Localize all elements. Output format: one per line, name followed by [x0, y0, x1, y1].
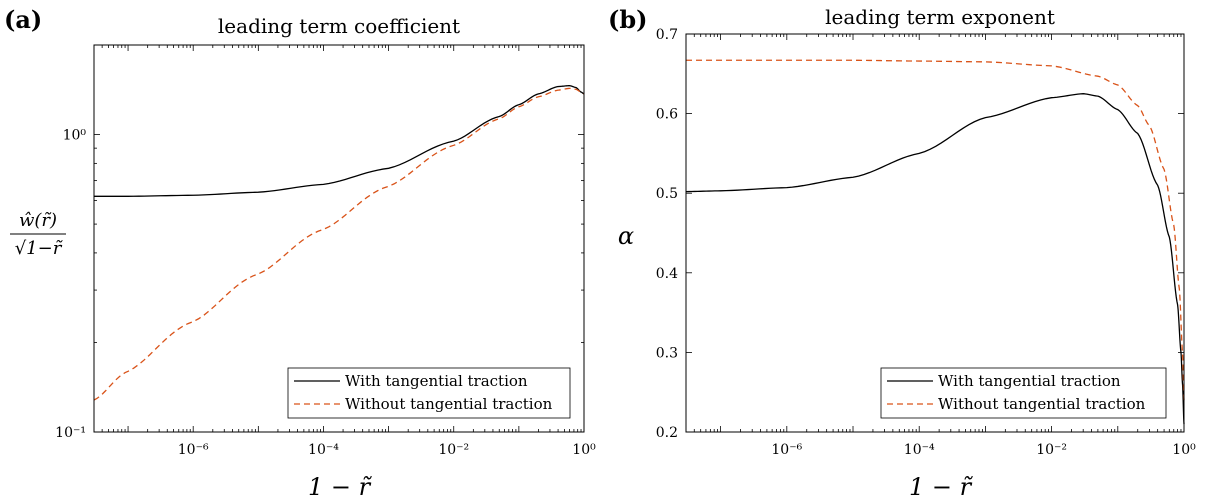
panel-a-xtick-label: 10⁻⁴ — [308, 442, 339, 458]
panel-a-ytick-label: 10⁰ — [63, 128, 87, 144]
panel-a-series-without-tangential-traction — [93, 87, 585, 401]
panel-b-series-without-tangential-traction — [686, 59, 1185, 401]
panel-b-series-with-tangential-traction — [685, 93, 1185, 425]
panel-a: (a) leading term coefficient ŵ(r̃) √1−r̃… — [4, 5, 596, 501]
panel-b-title: leading term exponent — [825, 5, 1055, 29]
panel-b-legend-label-with: With tangential traction — [938, 372, 1121, 390]
panel-a-xlabel: 1 − r̃ — [308, 473, 373, 501]
panel-b-ytick-label: 0.3 — [656, 345, 678, 361]
panel-a-tag: (a) — [4, 5, 42, 34]
panel-b-xlabel: 1 − r̃ — [909, 473, 974, 501]
panel-a-ylabel-denominator: √1−r̃ — [15, 238, 63, 259]
panel-b-xtick-label: 10⁻² — [1036, 442, 1067, 458]
panel-b-ytick-label: 0.7 — [656, 27, 678, 43]
panel-b-xtick-label: 10⁰ — [1172, 442, 1196, 458]
panel-b-xtick-label: 10⁻⁶ — [771, 442, 802, 458]
panel-a-axes — [93, 44, 585, 433]
panel-a-legend: With tangential traction Without tangent… — [287, 367, 571, 419]
panel-b-ytick-label: 0.6 — [656, 107, 678, 123]
panel-a-legend-box — [287, 367, 571, 419]
panel-b-legend-label-without: Without tangential traction — [938, 395, 1146, 413]
panel-b-ytick-label: 0.5 — [656, 186, 678, 202]
panel-b-ytick-label: 0.2 — [656, 425, 678, 441]
panel-a-ylabel-numerator: ŵ(r̃) — [19, 210, 57, 231]
panel-a-ytick-label: 10⁻¹ — [55, 425, 86, 441]
panel-b-ylabel: α — [618, 222, 634, 250]
panel-a-series-with-tangential-traction — [94, 85, 585, 197]
panel-a-legend-label-with: With tangential traction — [345, 372, 528, 390]
panel-a-ylabel: ŵ(r̃) √1−r̃ — [10, 210, 66, 259]
panel-a-legend-label-without: Without tangential traction — [345, 395, 553, 413]
panel-b: (b) leading term exponent α 1 − r̃ 10⁻⁶ 1… — [608, 5, 1196, 501]
panel-b-legend-box — [880, 367, 1167, 419]
panel-a-title: leading term coefficient — [218, 14, 460, 38]
panel-b-lines — [685, 59, 1185, 425]
panel-a-xtick-label: 10⁻⁶ — [178, 442, 209, 458]
panel-a-lines — [93, 85, 585, 401]
panel-a-xtick-label: 10⁰ — [572, 442, 596, 458]
panel-b-xtick-label: 10⁻⁴ — [904, 442, 935, 458]
panel-b-tag: (b) — [608, 5, 648, 34]
panel-b-legend: With tangential traction Without tangent… — [880, 367, 1167, 419]
panel-b-ytick-label: 0.4 — [656, 266, 678, 282]
panel-b-axes — [685, 33, 1185, 433]
panel-a-xtick-label: 10⁻² — [438, 442, 469, 458]
panel-a-ticks: 10⁻⁶ 10⁻⁴ 10⁻² 10⁰ 10⁻¹ 10⁰ — [55, 44, 596, 458]
